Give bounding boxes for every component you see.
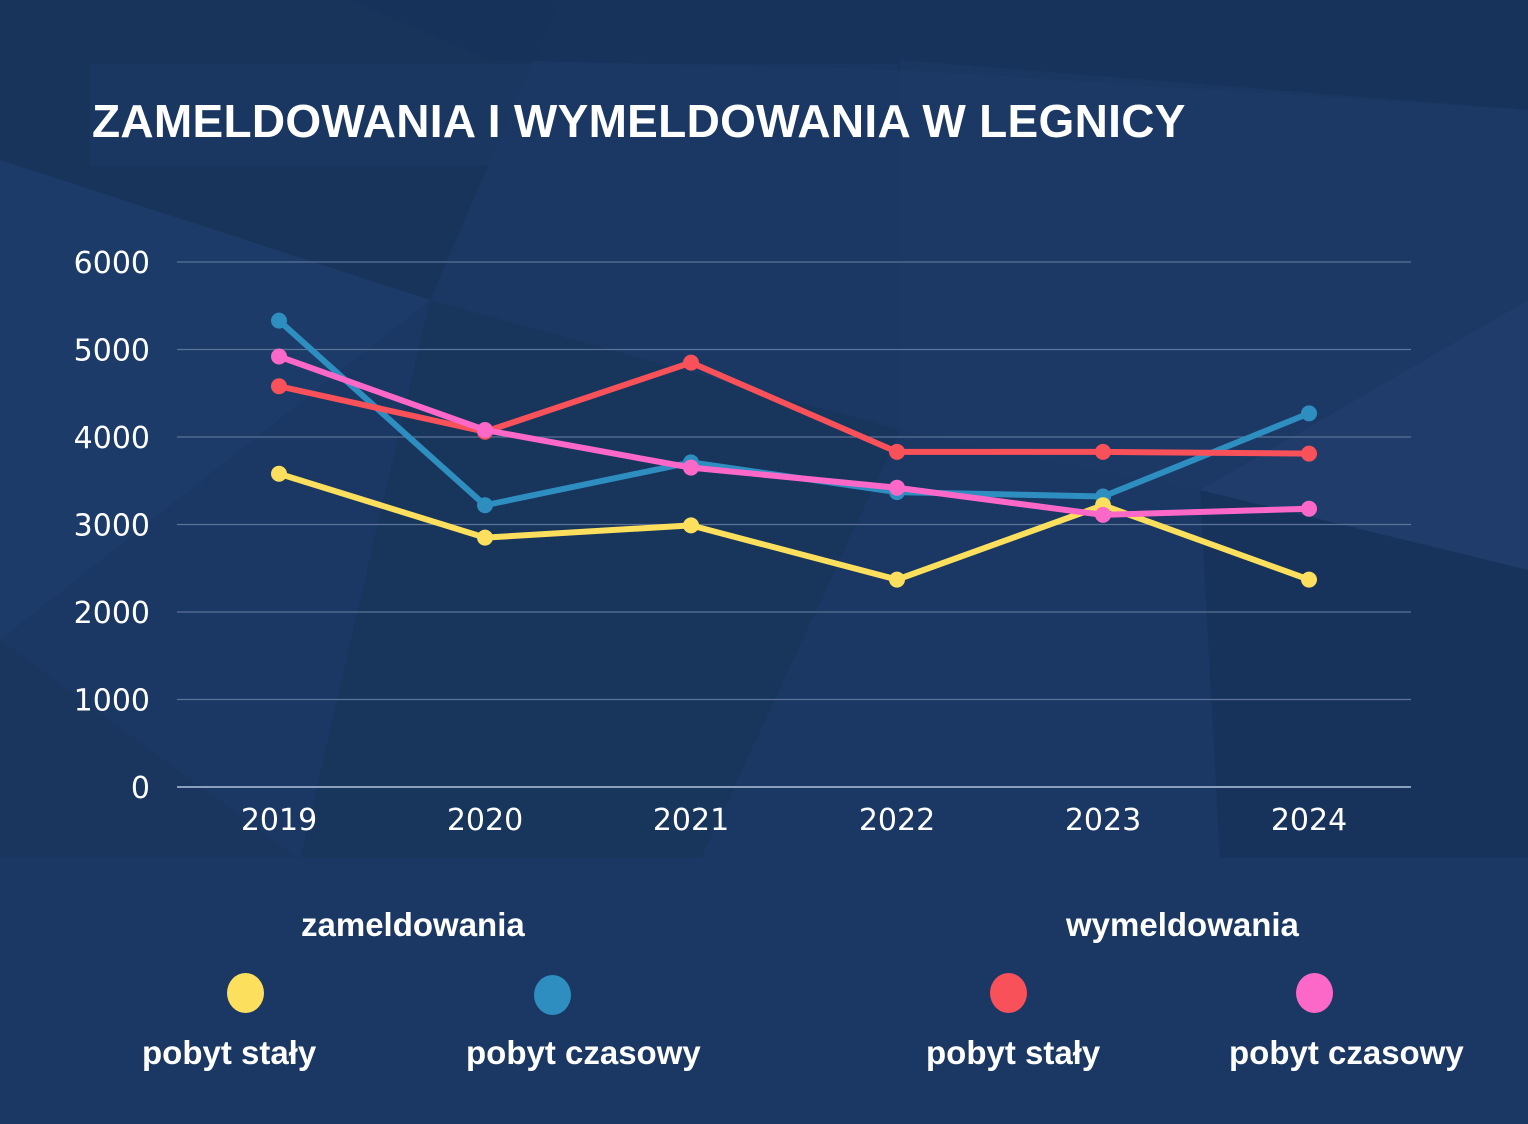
series-layer	[271, 312, 1317, 588]
data-point	[477, 529, 493, 546]
data-point	[889, 571, 905, 588]
legend-label-zam-staly: pobyt stały	[142, 1034, 317, 1071]
legend-dot-zam-czasowy	[534, 975, 571, 1015]
series-line-wymeldowania-pobyt-czasowy	[271, 348, 1317, 523]
series-path	[276, 470, 1312, 583]
chart-title: ZAMELDOWANIA I WYMELDOWANIA W LEGNICY	[92, 95, 1186, 147]
data-point	[1095, 506, 1111, 523]
x-axis-ticks: 2019 2020 2021 2022 2023 2024	[241, 803, 1347, 838]
series-path	[276, 353, 1312, 518]
x-tick-label: 2021	[653, 803, 729, 838]
data-point	[271, 312, 287, 329]
data-point	[271, 378, 287, 395]
legend-dot-wym-staly	[990, 973, 1027, 1013]
series-line-zameldowania-pobyt-stały	[271, 465, 1317, 588]
data-point	[1301, 571, 1317, 588]
series-path	[276, 359, 1312, 457]
y-axis-ticks: 0 1000 2000 3000 4000 5000 6000	[74, 246, 150, 806]
legend-dot-wym-czasowy	[1296, 973, 1333, 1013]
y-tick-label: 3000	[74, 509, 150, 544]
legend-label-zam-czasowy: pobyt czasowy	[466, 1034, 701, 1071]
data-point	[683, 354, 699, 371]
legend-label-wym-czasowy: pobyt czasowy	[1229, 1034, 1464, 1071]
x-tick-label: 2019	[241, 803, 317, 838]
y-tick-label: 5000	[74, 334, 150, 369]
data-point	[1301, 500, 1317, 517]
legend-group-title-zameldowania: zameldowania	[301, 906, 525, 943]
data-point	[477, 497, 493, 514]
y-tick-label: 4000	[74, 421, 150, 456]
data-point	[1301, 445, 1317, 462]
data-point	[1301, 405, 1317, 422]
y-tick-label: 2000	[74, 596, 150, 631]
x-tick-label: 2023	[1065, 803, 1141, 838]
x-tick-label: 2022	[859, 803, 935, 838]
y-tick-label: 1000	[74, 684, 150, 719]
x-tick-label: 2024	[1271, 803, 1347, 838]
y-tick-label: 6000	[74, 246, 150, 281]
data-point	[271, 348, 287, 365]
data-point	[1095, 443, 1111, 460]
legend-group-title-wymeldowania: wymeldowania	[1066, 906, 1299, 943]
y-tick-label: 0	[131, 771, 150, 806]
data-point	[683, 517, 699, 534]
grid-lines	[177, 261, 1411, 788]
data-point	[271, 465, 287, 482]
series-line-zameldowania-pobyt-czasowy	[271, 312, 1317, 514]
data-point	[477, 422, 493, 438]
legend-dot-zam-staly	[227, 973, 264, 1013]
data-point	[889, 443, 905, 460]
x-tick-label: 2020	[447, 803, 523, 838]
title-panel	[90, 64, 898, 166]
data-point	[889, 479, 905, 496]
legend-label-wym-staly: pobyt stały	[926, 1034, 1101, 1071]
data-point	[683, 459, 699, 476]
